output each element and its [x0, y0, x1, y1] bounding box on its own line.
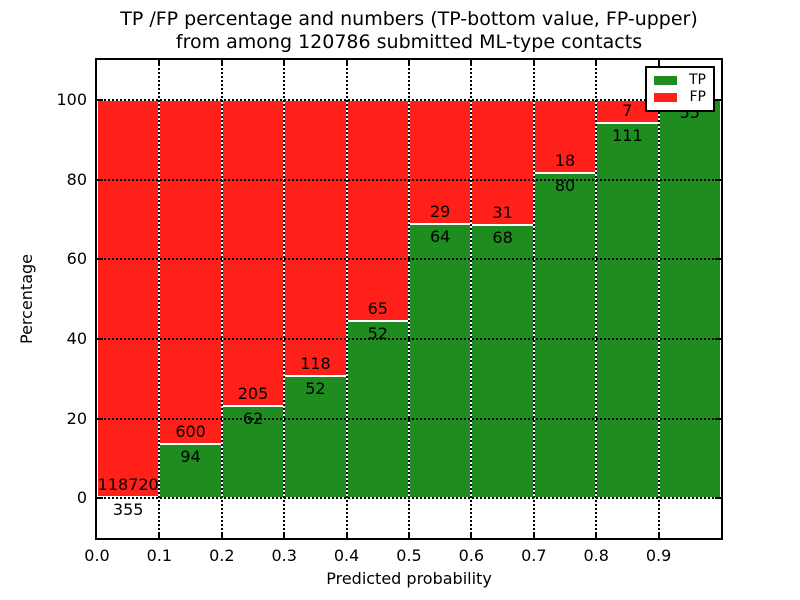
- y-tick-mark: [97, 497, 103, 500]
- v-gridline: [532, 60, 535, 538]
- tp-count-label: 80: [554, 175, 576, 195]
- legend-tp-label: TP: [689, 71, 706, 88]
- x-tick-mark: [470, 532, 473, 538]
- y-tick-label: 40: [66, 328, 87, 348]
- v-gridline: [470, 60, 473, 538]
- bar-tp-segment: [346, 321, 409, 499]
- fp-count-label: 18: [554, 150, 576, 170]
- tp-count-label: 64: [430, 227, 451, 247]
- x-tick-mark: [595, 532, 598, 538]
- y-tick-mark: [715, 337, 721, 340]
- x-tick-label: 0.6: [458, 546, 485, 565]
- x-tick-mark: [220, 60, 223, 66]
- y-tick-label: 80: [66, 169, 87, 189]
- x-tick-mark: [158, 60, 161, 66]
- x-tick-mark: [283, 532, 286, 538]
- y-tick-label: 60: [66, 249, 87, 269]
- y-tick-mark: [97, 98, 103, 101]
- x-tick-mark: [657, 60, 660, 66]
- fp-count-label: 205: [237, 383, 269, 403]
- x-tick-label: 0.7: [521, 546, 547, 565]
- legend: TP FP: [645, 66, 715, 112]
- x-tick-label: 0.2: [209, 546, 235, 565]
- x-tick-label: 0.5: [396, 546, 422, 565]
- tp-count-label: 52: [367, 324, 388, 344]
- x-axis-label: Predicted probability: [326, 569, 492, 588]
- x-tick-label: 0.4: [333, 546, 360, 565]
- y-axis-label: Percentage: [17, 254, 36, 345]
- tp-count-label: 111: [612, 126, 643, 146]
- chart-title-line1: TP /FP percentage and numbers (TP-bottom…: [120, 8, 698, 30]
- bar-tp-segment: [409, 224, 472, 499]
- legend-tp-swatch: [654, 75, 677, 85]
- fp-count-label: 600: [175, 422, 206, 442]
- legend-item-tp: TP: [654, 71, 706, 88]
- x-tick-mark: [345, 60, 348, 66]
- v-gridline: [345, 60, 348, 538]
- y-tick-mark: [715, 178, 721, 181]
- tp-count-label: 62: [242, 408, 264, 428]
- x-tick-mark: [657, 532, 660, 538]
- tp-count-label: 68: [492, 227, 513, 247]
- y-tick-label: 100: [56, 89, 87, 109]
- y-tick-mark: [715, 258, 721, 261]
- chart-title-line2: from among 120786 submitted ML-type cont…: [175, 31, 643, 53]
- tp-count-label: 94: [180, 447, 201, 467]
- fp-count-label: 118720: [97, 474, 159, 494]
- fp-count-label: 29: [430, 202, 451, 222]
- x-tick-mark: [532, 60, 535, 66]
- x-tick-label: 0.1: [146, 546, 173, 565]
- y-tick-mark: [715, 98, 721, 101]
- y-tick-mark: [97, 258, 103, 261]
- x-tick-label: 0.3: [271, 546, 297, 565]
- bar-tp-segment: [471, 224, 534, 499]
- y-tick-label: 0: [76, 488, 87, 508]
- plot-area: 118720 355 600 94 205 62 118 52 65 52 29 64 31 68 18 80…: [97, 60, 721, 538]
- x-tick-label: 0.8: [583, 546, 609, 565]
- x-tick-mark: [220, 532, 223, 538]
- y-tick-mark: [715, 417, 721, 420]
- x-tick-mark: [470, 60, 473, 66]
- v-gridline: [158, 60, 161, 538]
- fp-count-label: 31: [492, 202, 513, 222]
- legend-item-fp: FP: [654, 90, 706, 105]
- x-tick-mark: [158, 532, 161, 538]
- v-gridline: [408, 60, 410, 538]
- bar-fp-segment: [409, 99, 472, 225]
- v-gridline: [657, 60, 660, 538]
- tp-count-label: 355: [112, 499, 144, 519]
- bar-fp-segment: [533, 99, 597, 173]
- bar-tp-segment: [533, 172, 597, 499]
- x-tick-label: 0.9: [645, 546, 672, 565]
- x-tick-mark: [595, 60, 598, 66]
- x-tick-mark: [408, 532, 410, 538]
- y-tick-label: 20: [66, 408, 87, 428]
- v-gridline: [283, 60, 286, 538]
- v-gridline: [220, 60, 223, 538]
- tp-count-label: 52: [305, 379, 326, 399]
- v-gridline: [595, 60, 598, 538]
- x-tick-label: 0.0: [84, 546, 110, 565]
- x-tick-mark: [532, 532, 535, 538]
- x-tick-mark: [408, 60, 410, 66]
- y-tick-mark: [715, 497, 721, 500]
- fp-count-label: 65: [367, 299, 388, 319]
- legend-fp-label: FP: [689, 89, 707, 106]
- bar-tp-segment: [658, 99, 721, 499]
- y-tick-mark: [97, 337, 103, 340]
- x-tick-mark: [283, 60, 286, 66]
- bar-fp-segment: [284, 99, 347, 377]
- legend-fp-swatch: [654, 93, 677, 103]
- fp-count-label: 7: [622, 101, 633, 121]
- y-tick-mark: [97, 178, 103, 181]
- x-tick-mark: [345, 532, 348, 538]
- y-tick-mark: [97, 417, 103, 420]
- fp-count-label: 118: [300, 354, 331, 374]
